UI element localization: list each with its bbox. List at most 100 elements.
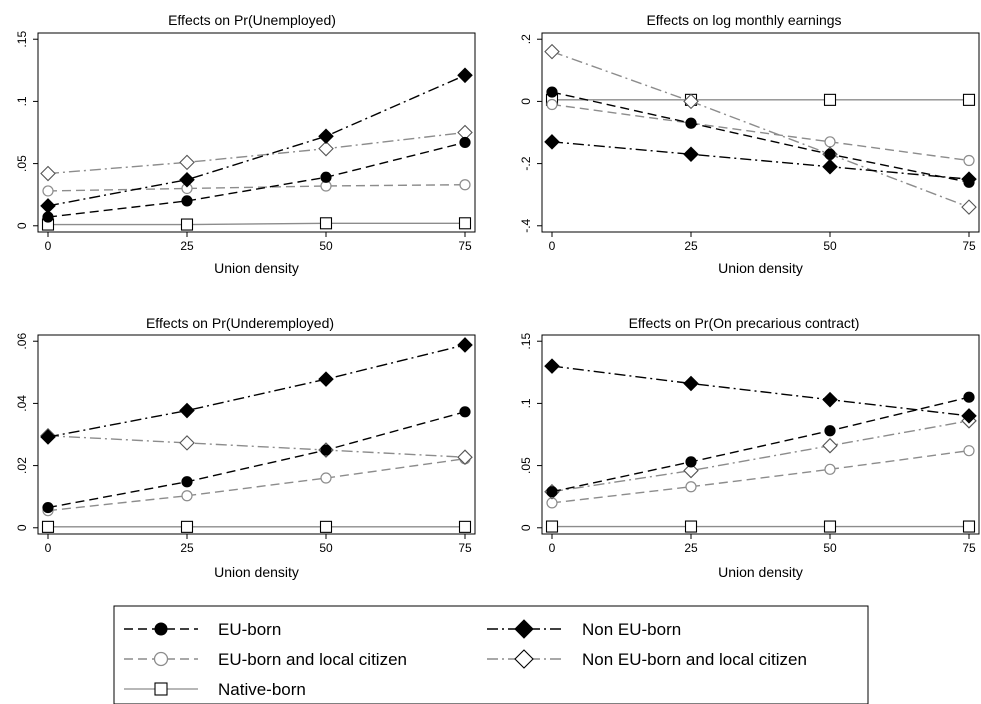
series-native-born-line [48, 222, 465, 226]
legend-marker-eu-born-and-local-citizen [153, 651, 169, 667]
x-tick-label: 0 [45, 239, 52, 253]
legend-label-non-eu-born: Non EU-born [582, 620, 681, 639]
x-tick-label: 25 [684, 239, 698, 253]
series-eu-born-and-local-citizen [42, 453, 471, 517]
series-non-eu-born-and-local-citizen-line [551, 420, 970, 493]
series-non-eu-born-point [683, 375, 699, 392]
series-non-eu-born-point [457, 337, 473, 353]
series-eu-born [546, 86, 975, 188]
y-tick-label: .05 [519, 457, 533, 474]
y-tick-label: .06 [15, 333, 29, 350]
series-eu-born-point [459, 136, 471, 149]
series-native-born-point [823, 520, 837, 533]
series-non-eu-born [544, 134, 977, 187]
series-non-eu-born-and-local-citizen-point [544, 43, 560, 60]
legend-label-native-born: Native-born [218, 680, 306, 699]
series-eu-born-and-local-citizen-point [685, 481, 697, 493]
series-non-eu-born-and-local-citizen [544, 413, 977, 500]
series-non-eu-born-point [683, 146, 699, 163]
series-non-eu-born-point [179, 402, 195, 419]
plot-frame [37, 32, 476, 233]
series-non-eu-born-and-local-citizen-line [47, 131, 466, 175]
x-axis-label: Union density [718, 564, 803, 580]
y-tick-label: .1 [15, 96, 29, 106]
series-non-eu-born-point [457, 67, 473, 84]
panel-title: Effects on Pr(On precarious contract) [629, 315, 860, 331]
x-tick-label: 0 [549, 239, 556, 253]
y-tick-label: -.4 [519, 218, 533, 232]
series-non-eu-born-and-local-citizen-point [40, 165, 56, 182]
series-non-eu-born-and-local-citizen-point [822, 437, 838, 454]
series-eu-born [546, 391, 975, 498]
series-native-born-point [545, 520, 559, 533]
series-eu-born-point [685, 117, 697, 129]
series-non-eu-born [544, 358, 977, 424]
series-eu-born-line [551, 396, 970, 493]
legend-item-eu-born-and-local-citizen: EU-born and local citizen [124, 650, 407, 669]
plot-frame [541, 32, 980, 233]
legend-item-native-born: Native-born [124, 680, 306, 699]
series-eu-born-line [47, 411, 466, 509]
series-non-eu-born-and-local-citizen-point [179, 154, 195, 171]
x-tick-label: 50 [823, 541, 837, 555]
y-tick-label: 0 [519, 524, 533, 531]
series-non-eu-born-point [822, 391, 838, 408]
series-eu-born-and-local-citizen-point [546, 98, 558, 111]
series-non-eu-born-and-local-citizen-line [47, 435, 466, 458]
series-eu-born-point [320, 444, 332, 456]
legend-label-eu-born-and-local-citizen: EU-born and local citizen [218, 650, 407, 669]
panel-1: Effects on Pr(Unemployed) 0 .05 .1 .15 0 25 50 7… [15, 12, 476, 276]
legend-label-eu-born: EU-born [218, 620, 281, 639]
y-tick-label: 0 [519, 98, 533, 105]
series-native-born-point [319, 520, 333, 533]
x-tick-label: 25 [684, 541, 698, 555]
y-tick-label: .02 [15, 457, 29, 474]
panels: Effects on Pr(Unemployed)0.05.1.150 25 50 7… [15, 12, 980, 580]
series-non-eu-born-and-local-citizen-point [961, 199, 977, 215]
series-eu-born-and-local-citizen [546, 98, 975, 167]
series-non-eu-born-point [318, 371, 334, 387]
series-non-eu-born-and-local-citizen [544, 43, 977, 215]
y-tick-label: .15 [519, 333, 533, 350]
series-eu-born-point [963, 391, 975, 403]
legend-item-non-eu-born: Non EU-born [487, 619, 681, 639]
x-tick-label: 25 [180, 239, 194, 253]
panel-title: Effects on Pr(Underemployed) [146, 315, 334, 331]
series-non-eu-born-point [544, 134, 560, 150]
series-eu-born-and-local-citizen-point [824, 463, 836, 475]
legend: EU-born Non EU-born EU-born and local ci… [113, 605, 869, 704]
series-native-born-point [823, 93, 837, 106]
series-eu-born-and-local-citizen [42, 179, 471, 197]
y-tick-label: .2 [519, 34, 533, 44]
series-non-eu-born-and-local-citizen-point [179, 435, 195, 451]
series-non-eu-born-point [544, 358, 560, 374]
x-axis-label: Union density [214, 564, 299, 580]
x-tick-label: 75 [458, 541, 472, 555]
y-tick-label: 0 [15, 524, 29, 531]
series-eu-born-point [685, 456, 697, 468]
series-eu-born-line [551, 91, 970, 183]
series-eu-born-point [42, 501, 54, 514]
series-non-eu-born [40, 67, 473, 214]
series-non-eu-born-and-local-citizen-point [683, 462, 699, 479]
x-tick-label: 25 [180, 541, 194, 555]
y-tick-label: .15 [15, 31, 29, 48]
panel-3: Effects on Pr(Underemployed) 0 .02 .04 .06 0 2… [15, 315, 476, 580]
series-eu-born-point [546, 486, 558, 498]
series-non-eu-born-point [179, 171, 195, 188]
series-non-eu-born-line [47, 344, 466, 438]
series-eu-born-point [824, 425, 836, 437]
series-eu-born-and-local-citizen-point [963, 154, 975, 167]
series-eu-born-and-local-citizen-line [551, 449, 970, 504]
x-axis-label: Union density [214, 260, 299, 276]
x-tick-label: 50 [319, 541, 333, 555]
legend-frame [113, 605, 869, 704]
x-tick-label: 75 [962, 239, 976, 253]
legend-item-non-eu-born-and-local-citizen: Non EU-born and local citizen [487, 649, 807, 669]
series-native-born-point [458, 217, 472, 230]
series-eu-born-and-local-citizen-point [42, 185, 54, 197]
series-native-born-point [319, 217, 333, 230]
plot-frame [37, 334, 476, 535]
legend-item-eu-born: EU-born [124, 620, 281, 639]
